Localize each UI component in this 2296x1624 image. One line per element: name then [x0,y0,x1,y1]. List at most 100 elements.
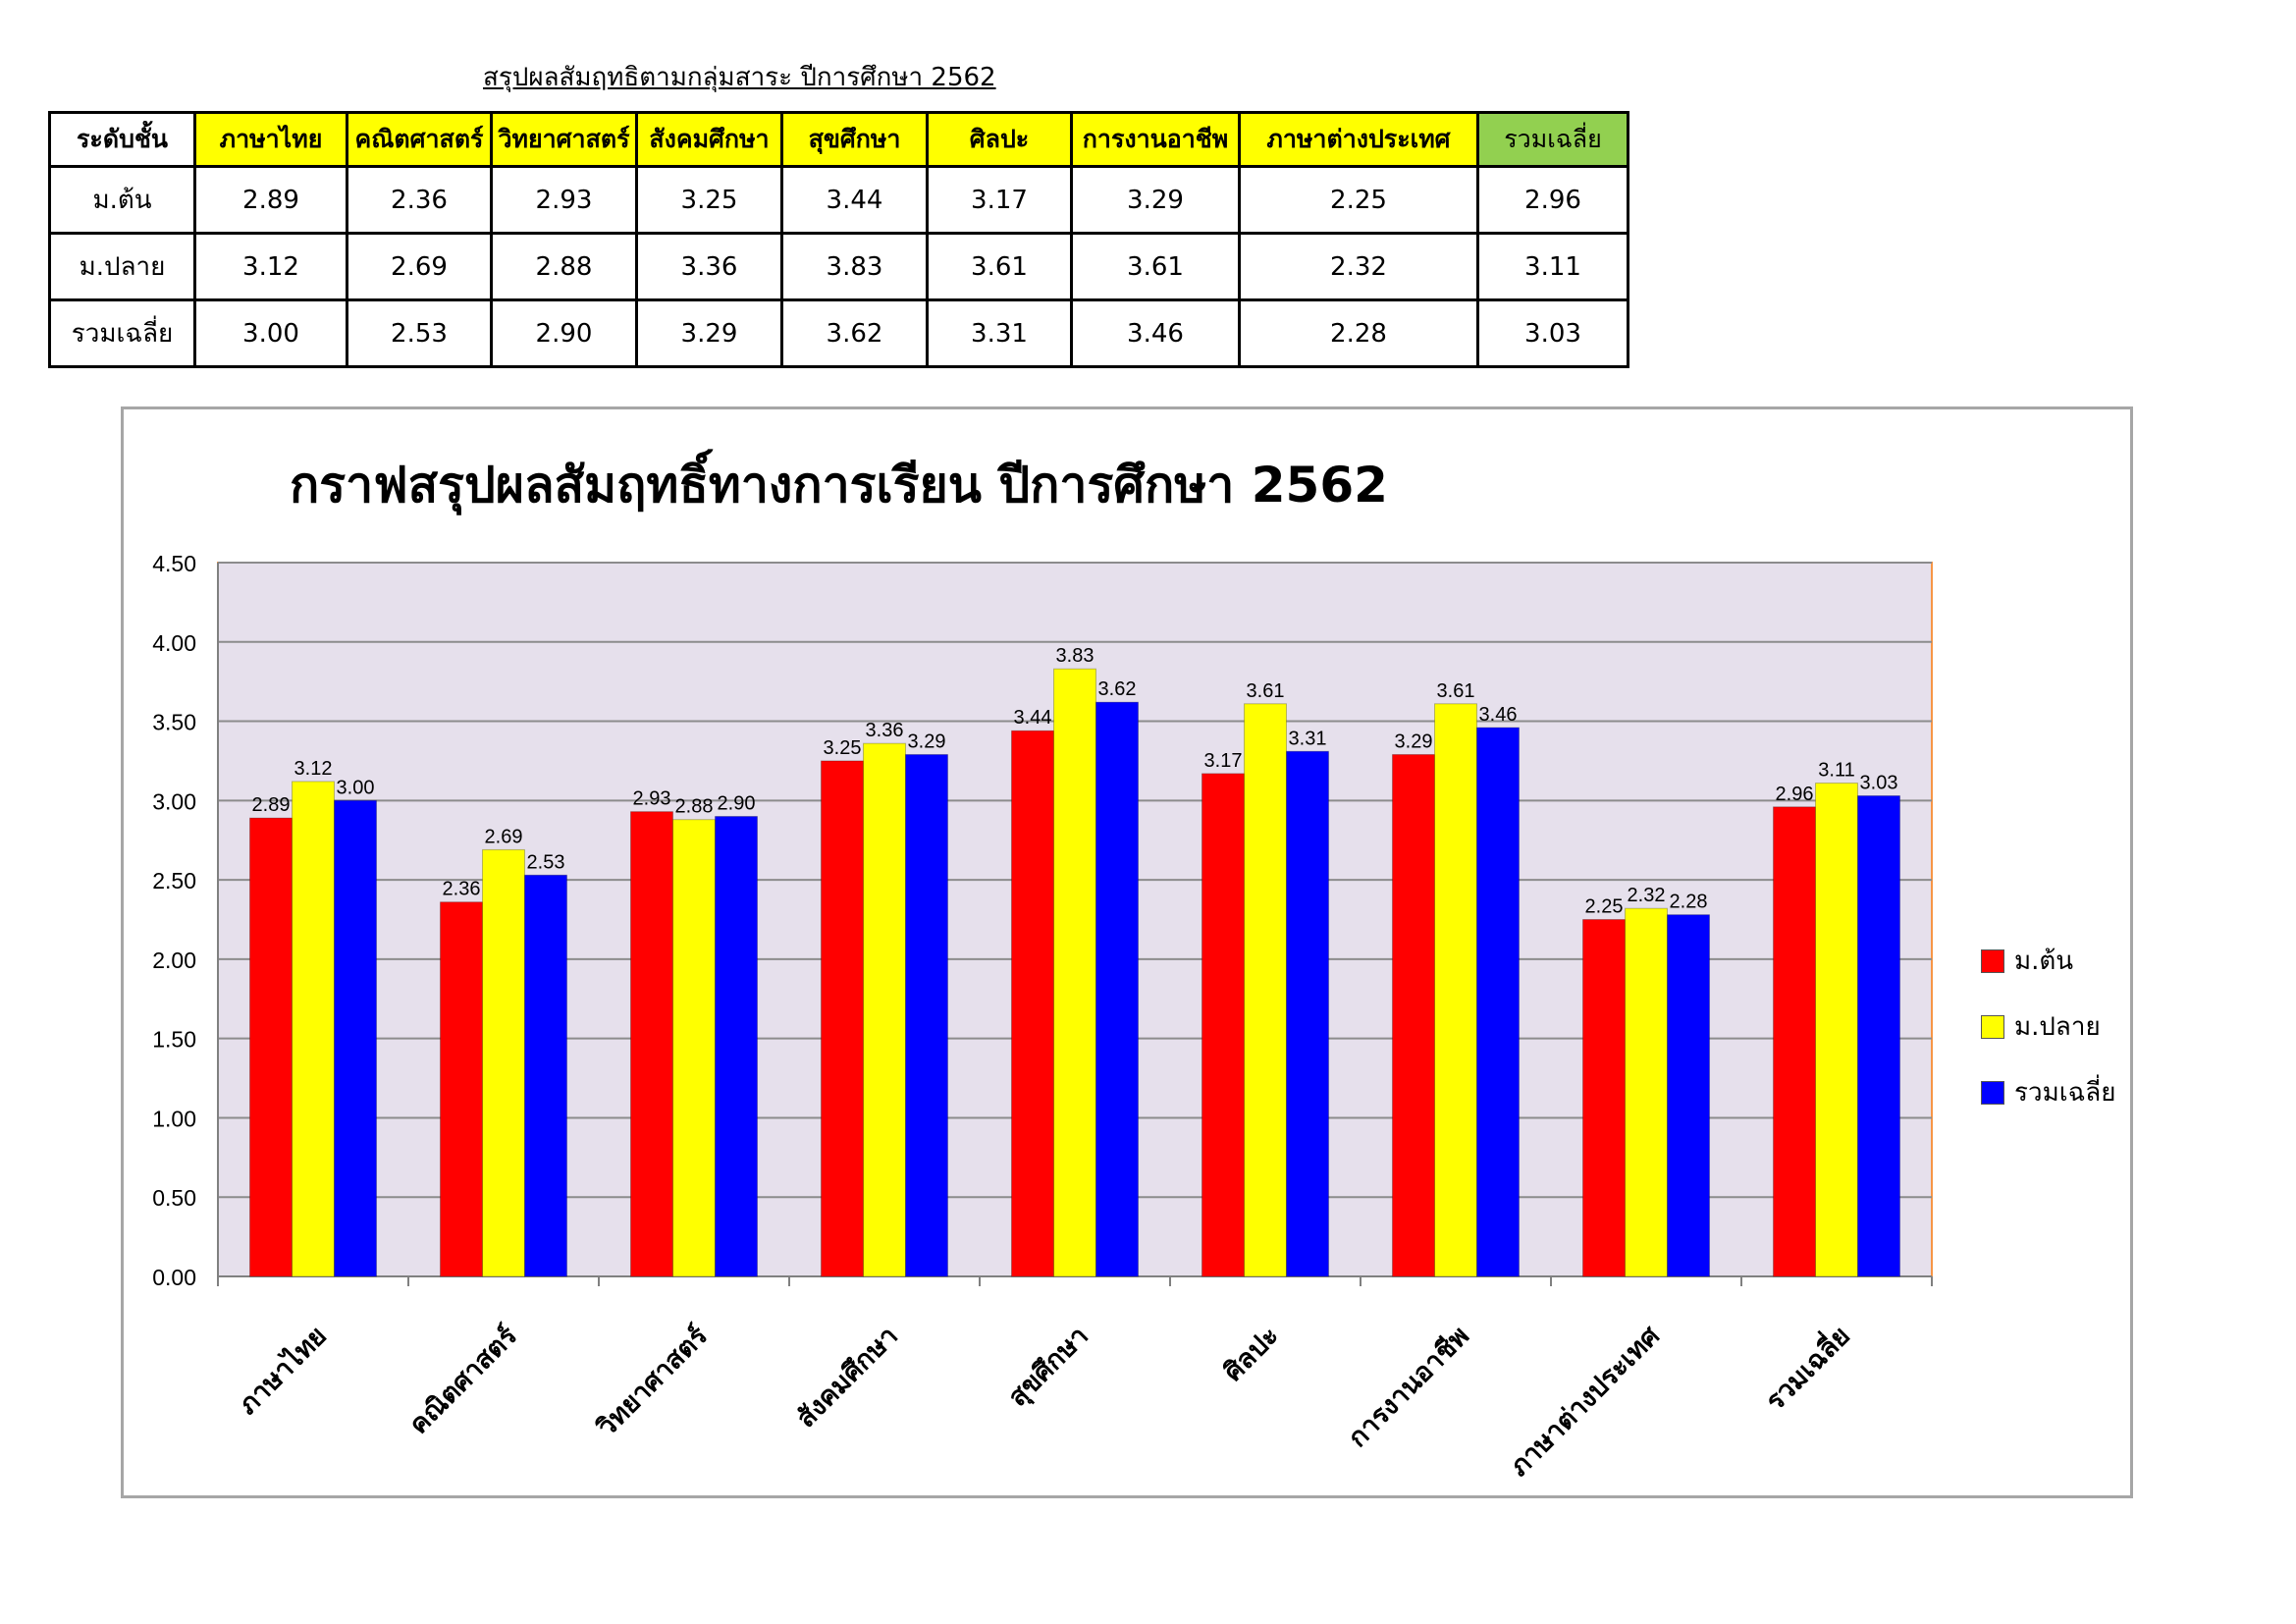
table-cell: 2.53 [346,298,493,368]
table-cell: 2.25 [1238,165,1479,235]
bar [1857,794,1900,1277]
y-tick-label: 0.50 [152,1185,196,1211]
table-cell: 3.17 [926,165,1073,235]
bar [482,848,525,1277]
y-tick-label: 0.00 [152,1265,196,1290]
data-label: 3.29 [908,731,946,752]
header-subject: ศิลปะ [926,111,1073,168]
header-subject: การงานอาชีพ [1070,111,1241,168]
table-header-row: ระดับชั้น ภาษาไทย คณิตศาสตร์ วิทยาศาสตร์… [48,111,1629,168]
bar [1286,750,1329,1277]
table-cell: 2.36 [346,165,493,235]
data-label: 3.31 [1289,728,1327,749]
bar [1201,773,1245,1277]
data-label: 3.11 [1818,760,1854,782]
data-label: 2.90 [718,792,756,814]
data-label: 2.28 [1670,892,1708,913]
data-label: 3.03 [1860,772,1898,793]
x-tick-label: ภาษาต่างประเทศ [1504,1320,1666,1482]
data-label: 3.36 [866,720,904,741]
data-label: 3.00 [337,777,375,798]
y-tick-label: 4.50 [152,551,196,576]
bar [292,781,335,1277]
header-subject: ภาษาต่างประเทศ [1238,111,1479,168]
table-cell: 2.88 [490,232,638,301]
bar [715,815,758,1277]
bar [334,799,377,1277]
legend-item: ม.ต้น [1981,928,2115,994]
table-cell: 3.61 [1070,232,1241,301]
table-cell: 3.03 [1476,298,1629,368]
x-tick-label: การงานอาชีพ [1343,1321,1475,1453]
bar [1476,727,1520,1277]
bar [1053,668,1096,1277]
legend-item: รวมเฉลี่ย [1981,1059,2115,1125]
table-cell: 3.31 [926,298,1073,368]
data-label: 2.88 [675,796,714,818]
y-tick-label: 1.00 [152,1106,196,1131]
legend-swatch-blue [1981,1080,2004,1105]
bar [1582,919,1626,1277]
y-tick-label: 4.00 [152,630,196,656]
bar [1815,783,1858,1277]
y-tick-label: 3.50 [152,710,196,735]
y-tick-label: 2.00 [152,947,196,973]
table-cell: 3.00 [193,298,348,368]
table-cell: 3.83 [780,232,929,301]
table-cell: 2.69 [346,232,493,301]
table-cell: 3.46 [1070,298,1241,368]
x-tick-label: วิทยาศาสตร์ [590,1320,714,1443]
data-label: 3.46 [1479,704,1518,726]
x-tick-label: คณิตศาสตร์ [402,1320,523,1440]
table-cell: 2.93 [490,165,638,235]
table-cell: 2.32 [1238,232,1479,301]
table-row: ม.ปลาย 3.12 2.69 2.88 3.36 3.83 3.61 3.6… [48,232,1629,301]
header-level: ระดับชั้น [48,111,196,168]
table-cell: 3.29 [635,298,783,368]
data-label: 2.69 [485,826,523,847]
row-level: ม.ปลาย [48,232,196,301]
chart-legend: ม.ต้น ม.ปลาย รวมเฉลี่ย [1981,928,2115,1125]
header-subject: ภาษาไทย [193,111,348,168]
data-label: 3.17 [1204,750,1243,772]
header-average: รวมเฉลี่ย [1476,111,1629,168]
table-cell: 3.44 [780,165,929,235]
bar [440,901,483,1277]
bar [672,819,716,1277]
bar [1773,806,1816,1277]
bar [821,760,864,1277]
legend-label: ม.ต้น [2014,947,2074,976]
table-cell: 3.36 [635,232,783,301]
row-level: รวมเฉลี่ย [48,298,196,368]
bar [1434,703,1477,1277]
data-label: 3.12 [294,758,333,780]
header-subject: สังคมศึกษา [635,111,783,168]
header-subject: สุขศึกษา [780,111,929,168]
bar [630,811,673,1277]
data-label: 3.61 [1437,680,1475,702]
legend-swatch-yellow [1981,1014,2004,1039]
data-label: 2.53 [527,851,565,873]
legend-swatch-red [1981,948,2004,973]
table-cell: 2.89 [193,165,348,235]
bar [1625,907,1668,1277]
data-label: 3.29 [1395,731,1433,752]
table-cell: 3.25 [635,165,783,235]
y-tick-label: 3.00 [152,788,196,814]
table-cell: 2.28 [1238,298,1479,368]
bar [1244,703,1287,1277]
data-label: 2.89 [252,794,291,816]
data-label: 3.25 [824,737,862,759]
row-level: ม.ต้น [48,165,196,235]
legend-label: รวมเฉลี่ย [2014,1078,2116,1108]
bar [524,874,567,1277]
legend-label: ม.ปลาย [2014,1012,2101,1042]
header-subject: วิทยาศาสตร์ [490,111,638,168]
header-subject: คณิตศาสตร์ [346,111,493,168]
table-cell: 3.11 [1476,232,1629,301]
bar [1392,753,1435,1277]
chart-title: กราฟสรุปผลสัมฤทธิ์ทางการเรียน ปีการศึกษา… [290,457,1388,514]
table-cell: 3.12 [193,232,348,301]
bar [905,753,948,1277]
